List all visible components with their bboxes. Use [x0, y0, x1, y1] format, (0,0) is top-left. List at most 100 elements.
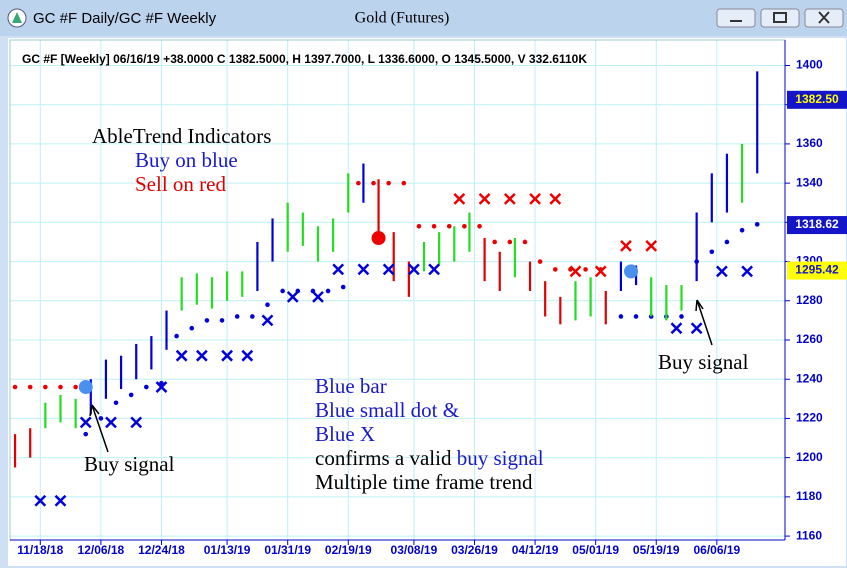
x-tick-label: 02/19/19	[325, 543, 372, 557]
x-tick-label: 03/26/19	[451, 543, 498, 557]
marks	[12, 71, 760, 507]
trend-dot	[265, 302, 270, 308]
trend-x	[130, 416, 143, 429]
maximize-glyph	[773, 12, 787, 23]
x-tick-label: 05/19/19	[633, 543, 680, 557]
y-tick-label: 1200	[796, 450, 823, 464]
annotation: Buy signal	[658, 350, 749, 374]
trend-dot	[58, 384, 63, 390]
annotation: Multiple time frame trend	[315, 470, 533, 494]
chart-header: GC #F [Weekly] 06/16/19 +38.0000 C 1382.…	[22, 52, 587, 66]
trend-dot	[340, 284, 346, 290]
annotation: Blue X	[315, 422, 375, 446]
title-bar	[0, 0, 847, 36]
trend-dot	[724, 239, 730, 245]
trend-x	[382, 263, 395, 276]
trend-dot	[446, 223, 452, 229]
trend-x	[529, 192, 541, 205]
annotation: AbleTrend Indicators	[92, 124, 271, 148]
trend-x	[741, 265, 754, 278]
trend-x	[408, 263, 420, 276]
trend-x	[503, 192, 516, 205]
trend-dot	[234, 314, 240, 319]
trend-x	[105, 416, 117, 429]
trend-x	[79, 416, 92, 429]
trend-x	[175, 349, 188, 362]
trend-x	[690, 322, 703, 335]
trend-x	[241, 349, 254, 362]
annotation: Blue bar	[315, 374, 387, 398]
trend-dot	[250, 314, 255, 319]
trend-x	[453, 192, 466, 205]
app-icon-glyph	[12, 12, 22, 23]
trend-dot	[113, 400, 119, 406]
trend-dot	[325, 288, 331, 294]
trend-dot	[73, 384, 78, 390]
minimize-button[interactable]	[716, 8, 756, 28]
close-glyph	[818, 11, 830, 24]
trend-x	[34, 494, 47, 507]
axis-labels: 1160118012001220124012601280130013201340…	[17, 58, 847, 557]
trend-x	[312, 290, 324, 303]
y-tick-label: 1260	[796, 332, 823, 346]
trend-x	[569, 265, 582, 278]
trend-x	[357, 263, 370, 276]
trend-x	[261, 314, 274, 327]
x-tick-label: 12/06/18	[78, 543, 125, 557]
trend-dot	[356, 180, 361, 186]
maximize-button[interactable]	[760, 8, 800, 28]
trend-dot	[219, 318, 225, 323]
x-tick-label: 06/06/19	[693, 543, 740, 557]
price-label: 1318.62	[795, 217, 839, 231]
trend-x	[155, 381, 168, 393]
trend-dot	[83, 431, 89, 437]
y-tick-label: 1340	[796, 175, 823, 189]
trend-x	[221, 349, 233, 362]
y-tick-label: 1360	[796, 136, 823, 150]
annotation: Buy signal	[84, 452, 175, 476]
trend-x	[286, 290, 299, 303]
trend-dot	[739, 227, 745, 233]
trend-x	[54, 494, 67, 507]
trend-dot	[537, 259, 543, 264]
trend-dot	[462, 223, 467, 229]
trend-x	[549, 192, 562, 205]
trend-dot	[386, 180, 391, 186]
trend-x	[332, 263, 345, 276]
trend-dot	[204, 318, 210, 323]
x-tick-label: 04/12/19	[512, 543, 559, 557]
window-title: GC #F Daily/GC #F Weekly	[33, 10, 217, 27]
trend-x	[478, 192, 491, 205]
trend-x	[716, 265, 728, 278]
trend-dot	[507, 239, 513, 245]
trend-dot	[679, 314, 684, 319]
annotation-text: confirms a valid	[315, 446, 452, 470]
trend-dot	[27, 384, 33, 390]
signal-dot	[371, 231, 386, 246]
grid	[10, 40, 785, 540]
price-label: 1382.50	[795, 92, 839, 106]
trend-dot	[492, 239, 497, 245]
annotation: confirms a valid buy signal	[315, 446, 544, 470]
x-tick-label: 12/24/18	[138, 543, 185, 557]
x-tick-label: 01/31/19	[264, 543, 311, 557]
y-tick-label: 1160	[796, 528, 822, 542]
arrow	[89, 404, 109, 453]
arrow	[695, 299, 713, 346]
trend-x	[670, 322, 683, 335]
trend-dot	[552, 267, 558, 272]
trend-dot	[431, 223, 437, 229]
trend-dot	[522, 239, 528, 245]
y-tick-label: 1220	[796, 411, 823, 425]
trend-dot	[618, 314, 624, 319]
trend-dot	[174, 333, 179, 339]
y-tick-label: 1180	[796, 489, 822, 503]
signal-dot	[78, 380, 93, 395]
trend-dot	[144, 384, 149, 390]
price-label-box	[787, 90, 847, 109]
trend-dot	[12, 384, 18, 390]
trend-dot	[633, 314, 639, 319]
y-tick-label: 1400	[796, 58, 823, 72]
x-tick-label: 05/01/19	[572, 543, 619, 557]
